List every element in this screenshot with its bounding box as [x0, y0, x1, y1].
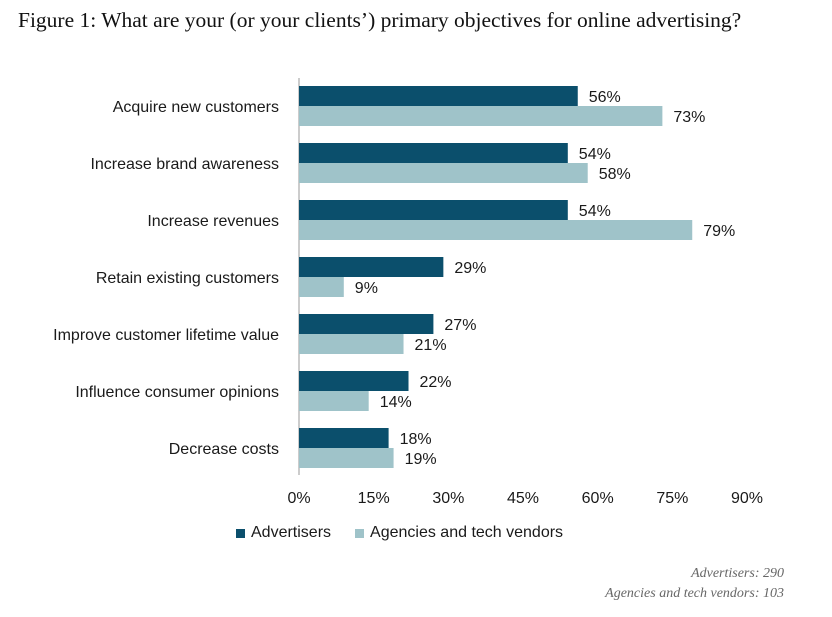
data-label: 56% [589, 89, 621, 106]
bar-advertisers [299, 143, 568, 163]
bar-advertisers [299, 428, 389, 448]
category-label: Improve customer lifetime value [53, 327, 279, 344]
x-tick-label: 90% [731, 490, 763, 507]
legend-item-agencies: Agencies and tech vendors [355, 524, 563, 542]
bar-agencies [299, 106, 663, 126]
data-label: 21% [415, 337, 447, 354]
x-tick-label: 0% [287, 490, 310, 507]
sample-size-agencies: Agencies and tech vendors: 103 [605, 586, 784, 601]
bar-advertisers [299, 86, 578, 106]
category-label: Increase revenues [147, 213, 279, 230]
data-label: 9% [355, 280, 378, 297]
data-label: 27% [444, 317, 476, 334]
legend-item-advertisers: Advertisers [236, 524, 331, 542]
data-label: 54% [579, 146, 611, 163]
data-label: 73% [673, 109, 705, 126]
category-label: Increase brand awareness [90, 156, 279, 173]
bar-advertisers [299, 314, 434, 334]
bar-agencies [299, 448, 394, 468]
x-tick-label: 60% [582, 490, 614, 507]
data-label: 22% [420, 374, 452, 391]
data-label: 19% [405, 451, 437, 468]
legend: Advertisers Agencies and tech vendors [236, 524, 587, 542]
bar-advertisers [299, 200, 568, 220]
legend-swatch-advertisers [236, 528, 245, 538]
category-label: Acquire new customers [113, 99, 279, 116]
data-label: 18% [400, 431, 432, 448]
bar-advertisers [299, 371, 409, 391]
bar-agencies [299, 277, 344, 297]
category-label: Decrease costs [169, 441, 279, 458]
bar-agencies [299, 163, 588, 183]
legend-label-advertisers: Advertisers [251, 524, 332, 541]
bar-advertisers [299, 257, 444, 277]
category-label: Influence consumer opinions [75, 384, 279, 401]
x-tick-label: 75% [656, 490, 688, 507]
data-label: 58% [599, 166, 631, 183]
sample-size-advertisers: Advertisers: 290 [691, 566, 784, 581]
category-label: Retain existing customers [96, 270, 279, 287]
data-label: 29% [454, 260, 486, 277]
legend-swatch-agencies [355, 528, 365, 538]
x-tick-label: 15% [358, 490, 390, 507]
bar-agencies [299, 391, 369, 411]
bar-agencies [299, 334, 404, 354]
data-label: 54% [579, 203, 611, 220]
data-label: 79% [703, 223, 735, 240]
data-label: 14% [380, 394, 412, 411]
legend-label-agencies: Agencies and tech vendors [370, 524, 564, 541]
x-tick-label: 30% [432, 490, 464, 507]
bar-agencies [299, 220, 693, 240]
x-tick-label: 45% [507, 490, 539, 507]
chart-title: Figure 1: What are your (or your clients… [18, 8, 742, 32]
